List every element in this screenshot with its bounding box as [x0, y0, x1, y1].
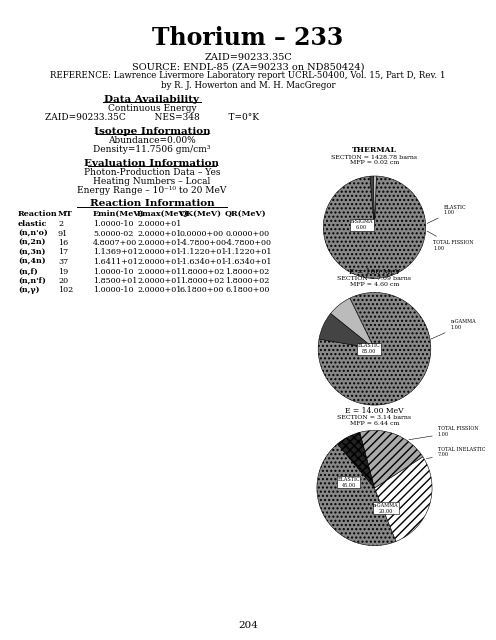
Text: 1.6411+01: 1.6411+01 [93, 258, 138, 266]
Text: by R. J. Howerton and M. H. MacGregor: by R. J. Howerton and M. H. MacGregor [161, 81, 335, 90]
Text: 6.1800+00: 6.1800+00 [225, 287, 269, 294]
Text: Heating Numbers – Local: Heating Numbers – Local [93, 177, 211, 186]
Text: Emax(MeV): Emax(MeV) [137, 210, 189, 218]
Text: (n,f): (n,f) [18, 268, 38, 275]
Wedge shape [319, 314, 374, 349]
Text: (n,3n): (n,3n) [18, 248, 46, 257]
Wedge shape [373, 176, 376, 227]
Text: SECTION = 1428.78 barns: SECTION = 1428.78 barns [331, 155, 418, 160]
Text: 1.8000+02: 1.8000+02 [180, 268, 224, 275]
Text: n-GAMMA
1.00: n-GAMMA 1.00 [431, 319, 476, 339]
Text: ELASTIC
85.00: ELASTIC 85.00 [358, 344, 380, 354]
Text: (n,2n): (n,2n) [18, 239, 46, 247]
Text: -4.7800+00: -4.7800+00 [180, 239, 227, 247]
Text: Continuous Energy: Continuous Energy [108, 104, 196, 113]
Text: 1.8000+02: 1.8000+02 [225, 268, 269, 275]
Wedge shape [360, 431, 423, 488]
Text: -1.1220+01: -1.1220+01 [180, 248, 228, 257]
Text: 6.1800+00: 6.1800+00 [180, 287, 224, 294]
Text: 1.0000-10: 1.0000-10 [93, 268, 133, 275]
Text: 2.0000+01: 2.0000+01 [137, 239, 182, 247]
Text: (n,n'o): (n,n'o) [18, 230, 48, 237]
Text: QK(MeV): QK(MeV) [180, 210, 222, 218]
Text: 2.0000+01: 2.0000+01 [137, 248, 182, 257]
Text: ELASTIC
1.00: ELASTIC 1.00 [427, 205, 466, 223]
Text: 5.0000-02: 5.0000-02 [93, 230, 133, 237]
Text: 0.0000+00: 0.0000+00 [225, 230, 269, 237]
Text: Emin(MeV): Emin(MeV) [93, 210, 144, 218]
Text: TOTAL FISSION
1.00: TOTAL FISSION 1.00 [427, 231, 474, 252]
Text: SOURCE: ENDL-85 (ZA=90233 on ND850424): SOURCE: ENDL-85 (ZA=90233 on ND850424) [132, 63, 364, 72]
Text: 17: 17 [58, 248, 68, 257]
Text: 37: 37 [58, 258, 68, 266]
Text: -4.7800+00: -4.7800+00 [225, 239, 272, 247]
Text: 2.0000+01: 2.0000+01 [137, 268, 182, 275]
Text: MT: MT [58, 210, 73, 218]
Text: ZAID=90233.35C: ZAID=90233.35C [204, 52, 292, 61]
Text: 2.0000+01: 2.0000+01 [137, 277, 182, 285]
Text: -1.6340+01: -1.6340+01 [180, 258, 228, 266]
Wedge shape [337, 432, 374, 488]
Text: QR(MeV): QR(MeV) [225, 210, 267, 218]
Text: 2: 2 [58, 220, 63, 228]
Text: (n,4n): (n,4n) [18, 258, 46, 266]
Text: Density=11.7506 gm/cm³: Density=11.7506 gm/cm³ [93, 145, 211, 154]
Text: E = 100 MeV: E = 100 MeV [349, 268, 400, 276]
Text: (n,n'f): (n,n'f) [18, 277, 46, 285]
Text: 1.0000-10: 1.0000-10 [93, 220, 133, 228]
Text: 1.8000+02: 1.8000+02 [180, 277, 224, 285]
Text: Reaction Information: Reaction Information [90, 200, 214, 209]
Text: 1.0000-10: 1.0000-10 [93, 287, 133, 294]
Text: 2.0000+01: 2.0000+01 [137, 287, 182, 294]
Text: 91: 91 [58, 230, 68, 237]
Wedge shape [317, 444, 396, 545]
Text: SECTION = 7.09 barns: SECTION = 7.09 barns [337, 276, 412, 282]
Text: MFP = 0.02 cm: MFP = 0.02 cm [350, 161, 399, 166]
Text: ZAID=90233.35C          NES=348          T=0°K: ZAID=90233.35C NES=348 T=0°K [45, 113, 259, 122]
Text: 19: 19 [58, 268, 68, 275]
Text: MFP = 4.60 cm: MFP = 4.60 cm [350, 282, 399, 287]
Text: Data Availability: Data Availability [105, 95, 199, 104]
Text: n-GAMMA
20.00: n-GAMMA 20.00 [373, 503, 399, 513]
Text: MFP = 6.44 cm: MFP = 6.44 cm [350, 421, 399, 426]
Wedge shape [323, 176, 426, 278]
Text: ELASTIC
45.00: ELASTIC 45.00 [337, 477, 360, 488]
Text: Abundance=0.00%: Abundance=0.00% [108, 136, 196, 145]
Text: 20: 20 [58, 277, 68, 285]
Wedge shape [370, 176, 374, 227]
Text: -1.6340+01: -1.6340+01 [225, 258, 272, 266]
Text: SECTION = 3.14 barns: SECTION = 3.14 barns [337, 415, 412, 420]
Text: 2.0000+01: 2.0000+01 [137, 220, 182, 228]
Text: TOTAL FISSION
1.00: TOTAL FISSION 1.00 [409, 426, 479, 440]
Text: Evaluation Information: Evaluation Information [84, 159, 220, 168]
Text: Reaction: Reaction [18, 210, 58, 218]
Text: elastic: elastic [18, 220, 48, 228]
Text: 1.1369+01: 1.1369+01 [93, 248, 138, 257]
Text: (n,γ): (n,γ) [18, 287, 40, 294]
Text: THERMAL: THERMAL [352, 147, 397, 154]
Text: Isotope Information: Isotope Information [94, 127, 210, 136]
Wedge shape [331, 298, 374, 349]
Text: 0.0000+00: 0.0000+00 [180, 230, 224, 237]
Text: Energy Range – 10⁻¹⁰ to 20 MeV: Energy Range – 10⁻¹⁰ to 20 MeV [77, 186, 227, 195]
Text: E = 14.00 MeV: E = 14.00 MeV [345, 407, 404, 415]
Text: 102: 102 [58, 287, 73, 294]
Text: 1.8500+01: 1.8500+01 [93, 277, 137, 285]
Wedge shape [318, 292, 431, 405]
Text: -1.1220+01: -1.1220+01 [225, 248, 272, 257]
Text: 1.8000+02: 1.8000+02 [225, 277, 269, 285]
Wedge shape [374, 457, 432, 541]
Text: Photon-Production Data – Yes: Photon-Production Data – Yes [84, 168, 220, 177]
Text: 2.0000+01: 2.0000+01 [137, 258, 182, 266]
Text: REFERENCE: Lawrence Livermore Laboratory report UCRL-50400, Vol. 15, Part D, Rev: REFERENCE: Lawrence Livermore Laboratory… [50, 72, 446, 81]
Text: 2.0000+01: 2.0000+01 [137, 230, 182, 237]
Text: 4.8007+00: 4.8007+00 [93, 239, 137, 247]
Text: n-SIGMA
6.00: n-SIGMA 6.00 [351, 220, 373, 230]
Text: 204: 204 [238, 621, 258, 630]
Text: TOTAL INELASTIC
7.00: TOTAL INELASTIC 7.00 [426, 447, 485, 459]
Text: 16: 16 [58, 239, 68, 247]
Text: Thorium – 233: Thorium – 233 [152, 26, 344, 50]
